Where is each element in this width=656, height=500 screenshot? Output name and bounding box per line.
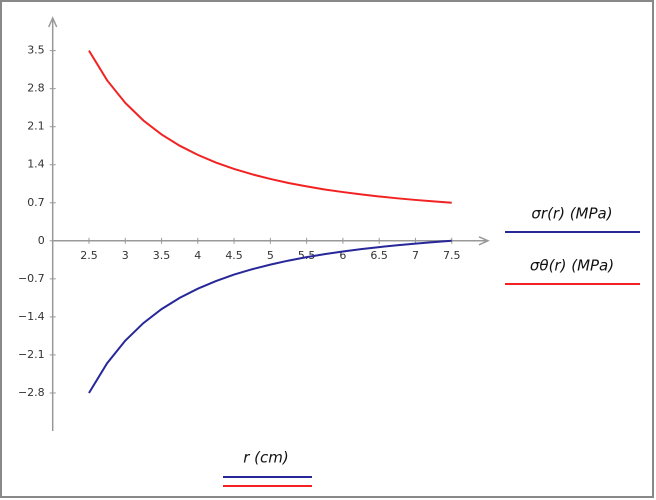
series-line xyxy=(88,239,452,394)
x-tick-label: 4.5 xyxy=(225,249,243,262)
y-tick-label: 1.4 xyxy=(27,158,45,171)
x-tick-label: 2.5 xyxy=(80,249,98,262)
x-tick-label: 3 xyxy=(122,249,129,262)
y-tick-label: −2.8 xyxy=(18,386,45,399)
x-tick-label: 7.5 xyxy=(443,249,461,262)
y-tick-label: 2.8 xyxy=(27,82,45,95)
y-tick-label: 0.7 xyxy=(27,196,45,209)
y-tick-label: −1.4 xyxy=(18,310,45,323)
y-tick-label: −0.7 xyxy=(18,272,45,285)
x-tick-label: 4 xyxy=(194,249,201,262)
legend-label: σr(r) (MPa) xyxy=(531,205,612,223)
x-tick-label: 7 xyxy=(412,249,419,262)
x-axis-arrow xyxy=(478,236,490,246)
x-tick-label: 6 xyxy=(339,249,346,262)
legend-label: σθ(r) (MPa) xyxy=(530,257,614,275)
x-axis-label: r (cm) xyxy=(243,449,289,467)
y-tick-label: 0 xyxy=(38,234,45,247)
y-tick-label: 2.1 xyxy=(27,120,45,133)
series-line xyxy=(88,50,452,204)
y-tick-label: −2.1 xyxy=(18,348,45,361)
y-tick-label: 3.5 xyxy=(27,44,45,57)
x-tick-label: 6.5 xyxy=(370,249,388,262)
y-axis-arrow xyxy=(48,16,58,28)
x-tick-label: 5 xyxy=(267,249,274,262)
x-tick-label: 3.5 xyxy=(153,249,171,262)
